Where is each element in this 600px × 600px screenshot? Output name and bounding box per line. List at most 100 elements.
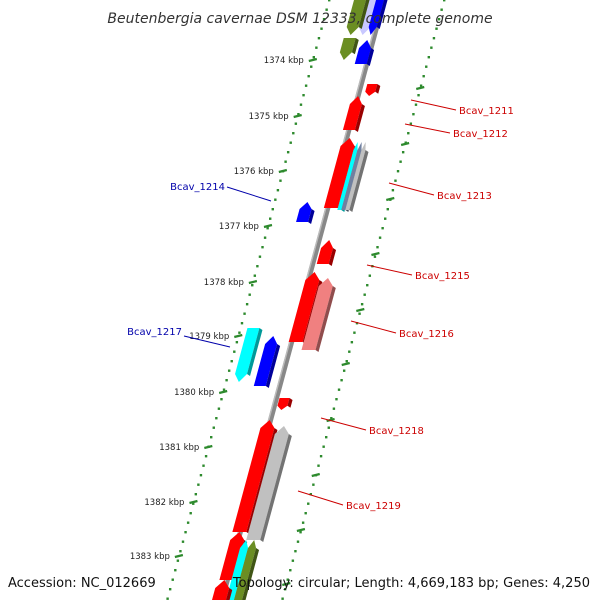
scale-dot	[243, 312, 246, 315]
scale-dot	[174, 569, 177, 572]
scale-dot	[309, 493, 313, 496]
gene-label-bcav-1211[interactable]: Bcav_1211	[410, 99, 514, 117]
scale-line-inner	[166, 0, 331, 600]
feature-bcav-1212-body	[342, 96, 362, 130]
scale-dot	[283, 588, 287, 591]
scale-label: 1376 kbp	[234, 167, 274, 177]
scale-tick	[308, 57, 318, 63]
scale-dot	[292, 132, 295, 135]
scale-dot	[404, 141, 407, 144]
scale-dot	[194, 493, 198, 496]
gene-label-bcav-1217[interactable]: Bcav_1217	[127, 327, 231, 348]
label-leader-line	[410, 99, 457, 111]
scale-dot	[227, 369, 231, 372]
gene-features-layer	[212, 0, 388, 600]
label-leader-line	[183, 335, 231, 348]
scale-dot	[240, 322, 244, 325]
feature-bcav-1213-grey-edge	[349, 150, 369, 212]
scale-dot	[294, 550, 297, 553]
feature-bcav-1216-b	[301, 278, 336, 352]
gene-label-bcav-1214[interactable]: Bcav_1214	[170, 182, 272, 202]
feature-blue-2-body	[354, 40, 372, 64]
gene-label-bcav-1218[interactable]: Bcav_1218	[320, 417, 424, 437]
scale-dot	[360, 303, 364, 306]
feature-bcav-1215-body	[316, 240, 334, 264]
gene-label-bcav-1215[interactable]: Bcav_1215	[366, 264, 470, 282]
feature-bcav-1213-cyan-body	[337, 142, 358, 210]
scale-dot	[401, 151, 405, 154]
scale-label: 1378 kbp	[204, 278, 244, 288]
scale-dot	[373, 255, 377, 258]
accession-text: Accession: NC_012669	[8, 576, 156, 591]
gene-label-text[interactable]: Bcav_1212	[453, 129, 508, 140]
scale-dot	[225, 379, 228, 382]
label-leader-line	[388, 182, 435, 196]
scale-dot	[432, 37, 436, 40]
scale-dot	[238, 331, 241, 334]
feature-bcav-1213-body	[323, 138, 355, 208]
scale-dot	[284, 160, 287, 163]
feature-bcav-1216-b-body	[301, 278, 333, 350]
gene-label-text[interactable]: Bcav_1219	[346, 501, 401, 512]
feature-bcav-1215-edge	[328, 248, 337, 266]
scale-tick-outer	[296, 527, 306, 533]
gene-label-text[interactable]: Bcav_1215	[415, 271, 470, 282]
scale-dot	[399, 160, 402, 163]
scale-dot	[251, 284, 254, 287]
map-title: Beutenbergia cavernae DSM 12333, complet…	[107, 11, 492, 27]
label-leader-line	[320, 417, 367, 431]
gene-label-text[interactable]: Bcav_1211	[459, 106, 514, 117]
feature-bcav-1217-body	[235, 328, 260, 382]
feature-bcav-1211-body	[365, 84, 378, 96]
label-leader-line	[404, 123, 451, 134]
gene-label-bcav-1213[interactable]: Bcav_1213	[388, 182, 492, 202]
scale-dot	[328, 0, 331, 2]
scale-dot	[342, 369, 346, 372]
scale-dot	[366, 284, 369, 287]
scale-dot	[319, 455, 323, 458]
feature-blue-2-edge	[366, 48, 375, 66]
scale-label: 1380 kbp	[174, 388, 214, 398]
feature-bcav-1217-edge	[247, 328, 263, 376]
scale-tick-outer	[311, 472, 321, 478]
scale-dot	[427, 56, 431, 59]
feature-bcav-1213-grey-body	[345, 142, 366, 210]
scale-tick	[293, 113, 302, 119]
feature-bcav-1214	[296, 202, 315, 224]
gene-label-bcav-1216[interactable]: Bcav_1216	[350, 320, 454, 340]
label-leader-line	[366, 264, 413, 276]
feature-olive-2	[339, 38, 359, 60]
scale-dot	[256, 265, 259, 268]
scale-dot	[322, 18, 326, 21]
scale-dot	[312, 56, 316, 59]
scale-tick-outer	[341, 361, 350, 367]
scale-dot	[302, 94, 305, 97]
scale-dot	[355, 322, 359, 325]
gene-label-text[interactable]: Bcav_1216	[399, 329, 454, 340]
gene-label-text[interactable]: Bcav_1214	[170, 182, 225, 193]
gene-label-bcav-1212[interactable]: Bcav_1212	[404, 123, 508, 140]
feature-bcav-1217-b-body	[253, 336, 278, 386]
feature-bcav-1217-b	[253, 336, 281, 388]
gene-labels-layer: Bcav_1211 Bcav_1212 Bcav_1213 Bcav_1214 Bcav…	[127, 99, 514, 512]
scale-label: 1382 kbp	[144, 498, 184, 508]
scale-dot	[212, 426, 215, 429]
scale-dot	[381, 227, 384, 230]
gene-label-bcav-1219[interactable]: Bcav_1219	[297, 490, 401, 512]
scale-tick-outer	[415, 85, 425, 91]
feature-top-blue-edge	[376, 0, 388, 29]
gene-label-text[interactable]: Bcav_1217	[127, 327, 182, 338]
scale-dot	[276, 189, 280, 192]
scale-dot	[210, 436, 213, 439]
scale-dot	[261, 246, 264, 249]
scale-dot	[422, 75, 425, 78]
gene-label-text[interactable]: Bcav_1213	[437, 191, 492, 202]
scale-dot	[291, 559, 295, 562]
feature-bottom-red-body	[219, 532, 245, 580]
feature-bcav-1214-edge	[308, 209, 315, 224]
scale-dot	[181, 540, 185, 543]
gene-label-text[interactable]: Bcav_1218	[369, 426, 424, 437]
scale-label: 1379 kbp	[189, 332, 229, 342]
scale-dot	[299, 103, 303, 106]
